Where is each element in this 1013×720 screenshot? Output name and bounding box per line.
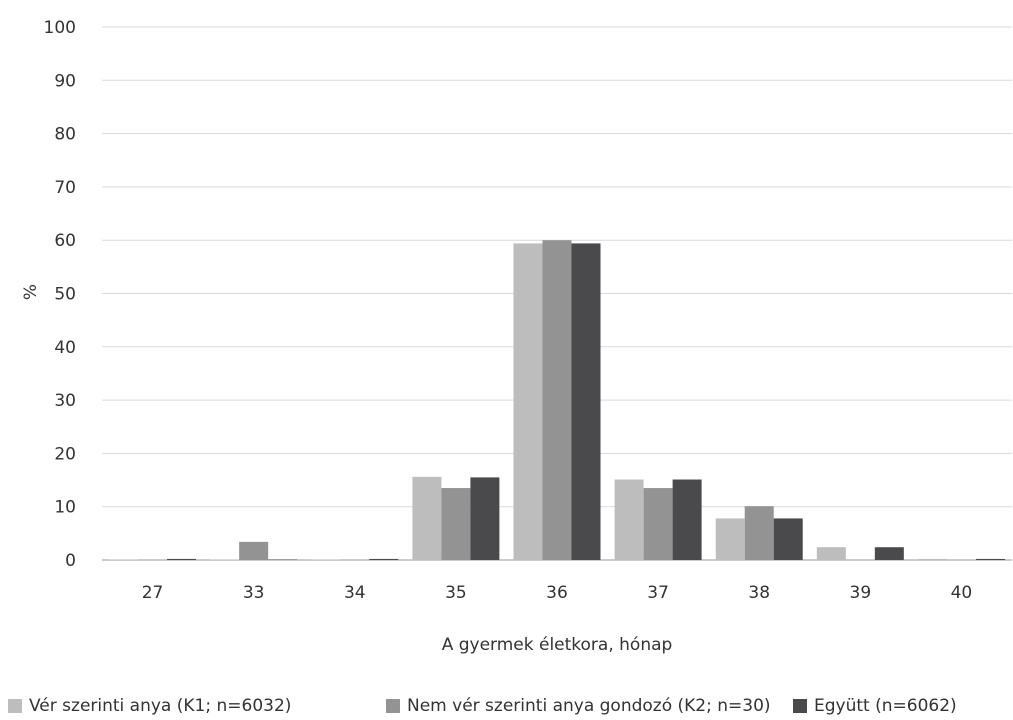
bar-40-series-3 bbox=[975, 558, 1005, 560]
x-tick-label: 36 bbox=[546, 583, 568, 603]
bar-36-series-1 bbox=[513, 243, 543, 560]
y-tick-label: 100 bbox=[44, 18, 76, 38]
bar-33-series-1 bbox=[210, 559, 240, 560]
x-tick-label: 34 bbox=[344, 583, 366, 603]
y-tick-label: 50 bbox=[54, 285, 76, 305]
x-axis-label: A gyermek életkora, hónap bbox=[442, 635, 673, 655]
bar-40-series-1 bbox=[917, 558, 947, 560]
legend: Vér szerinti anya (K1; n=6032) Nem vér s… bbox=[0, 696, 1013, 720]
bar-chart: 0 10 20 30 40 50 60 70 80 90 100 27 33 34 35 36 37 38 39 4… bbox=[21, 18, 1012, 655]
x-tick-label: 38 bbox=[748, 583, 770, 603]
bar-39-series-1 bbox=[816, 547, 846, 560]
bar-34-series-3 bbox=[369, 558, 399, 560]
x-tick-label: 40 bbox=[951, 583, 973, 603]
bar-37-series-1 bbox=[614, 479, 644, 560]
bar-38-series-1 bbox=[715, 518, 745, 560]
bar-39-series-3 bbox=[874, 547, 904, 560]
bar-36-series-3 bbox=[571, 243, 601, 560]
x-tick-label: 33 bbox=[243, 583, 265, 603]
bar-33-series-3 bbox=[268, 559, 298, 560]
legend-item-k1: Vér szerinti anya (K1; n=6032) bbox=[8, 696, 291, 716]
bar-37-series-3 bbox=[672, 479, 702, 560]
y-tick-label: 70 bbox=[54, 178, 76, 198]
bar-35-series-2 bbox=[441, 488, 471, 560]
x-tick-label: 37 bbox=[647, 583, 669, 603]
y-tick-label: 30 bbox=[54, 391, 76, 411]
bar-36-series-2 bbox=[542, 240, 572, 560]
x-tick-label: 27 bbox=[142, 583, 164, 603]
bar-38-series-2 bbox=[744, 506, 774, 560]
legend-item-together: Együtt (n=6062) bbox=[793, 696, 957, 716]
y-tick-label: 10 bbox=[54, 498, 76, 518]
bar-34-series-1 bbox=[311, 559, 341, 560]
x-axis-ticks: 27 33 34 35 36 37 38 39 40 bbox=[142, 583, 973, 603]
y-tick-label: 0 bbox=[65, 551, 76, 571]
legend-label-k1: Vér szerinti anya (K1; n=6032) bbox=[29, 696, 292, 716]
bars bbox=[109, 240, 1005, 560]
y-tick-label: 40 bbox=[54, 338, 76, 358]
y-tick-label: 90 bbox=[54, 71, 76, 91]
bar-38-series-3 bbox=[773, 518, 803, 560]
bar-35-series-1 bbox=[412, 476, 442, 560]
legend-item-k2: Nem vér szerinti anya gondozó (K2; n=30) bbox=[386, 696, 771, 716]
y-tick-label: 20 bbox=[54, 444, 76, 464]
legend-swatch-together bbox=[793, 699, 807, 713]
bar-35-series-3 bbox=[470, 477, 500, 560]
legend-label-k2: Nem vér szerinti anya gondozó (K2; n=30) bbox=[407, 696, 771, 716]
bar-33-series-2 bbox=[239, 541, 269, 560]
legend-swatch-k1 bbox=[8, 699, 22, 713]
x-tick-label: 35 bbox=[445, 583, 467, 603]
x-tick-label: 39 bbox=[850, 583, 872, 603]
bar-37-series-2 bbox=[643, 488, 673, 560]
y-tick-label: 60 bbox=[54, 231, 76, 251]
legend-label-together: Együtt (n=6062) bbox=[814, 696, 957, 716]
legend-swatch-k2 bbox=[386, 699, 400, 713]
bar-27-series-3 bbox=[167, 558, 197, 560]
y-axis-label: % bbox=[21, 284, 41, 300]
bar-27-series-1 bbox=[109, 559, 139, 560]
y-tick-label: 80 bbox=[54, 125, 76, 145]
y-axis-ticks: 0 10 20 30 40 50 60 70 80 90 100 bbox=[44, 18, 76, 571]
